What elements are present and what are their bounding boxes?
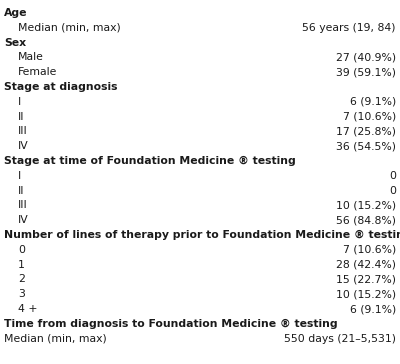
Text: 7 (10.6%): 7 (10.6%) [343,245,396,255]
Text: I: I [18,171,21,181]
Text: I: I [18,97,21,107]
Text: Stage at diagnosis: Stage at diagnosis [4,82,118,92]
Text: 56 years (19, 84): 56 years (19, 84) [302,23,396,33]
Text: Median (min, max): Median (min, max) [4,333,107,344]
Text: III: III [18,201,28,210]
Text: IV: IV [18,141,29,151]
Text: 1: 1 [18,260,25,270]
Text: IV: IV [18,215,29,225]
Text: 27 (40.9%): 27 (40.9%) [336,52,396,62]
Text: 6 (9.1%): 6 (9.1%) [350,304,396,314]
Text: 4 +: 4 + [18,304,38,314]
Text: 7 (10.6%): 7 (10.6%) [343,112,396,122]
Text: Number of lines of therapy prior to Foundation Medicine ® testing: Number of lines of therapy prior to Foun… [4,230,400,240]
Text: 17 (25.8%): 17 (25.8%) [336,126,396,136]
Text: 36 (54.5%): 36 (54.5%) [336,141,396,151]
Text: 0: 0 [389,186,396,195]
Text: 56 (84.8%): 56 (84.8%) [336,215,396,225]
Text: 2: 2 [18,274,25,284]
Text: 28 (42.4%): 28 (42.4%) [336,260,396,270]
Text: Stage at time of Foundation Medicine ® testing: Stage at time of Foundation Medicine ® t… [4,156,296,166]
Text: III: III [18,126,28,136]
Text: 6 (9.1%): 6 (9.1%) [350,97,396,107]
Text: II: II [18,186,24,195]
Text: Median (min, max): Median (min, max) [18,23,121,33]
Text: 39 (59.1%): 39 (59.1%) [336,67,396,77]
Text: Age: Age [4,8,28,18]
Text: Female: Female [18,67,57,77]
Text: 0: 0 [389,171,396,181]
Text: Male: Male [18,52,44,62]
Text: Time from diagnosis to Foundation Medicine ® testing: Time from diagnosis to Foundation Medici… [4,319,338,329]
Text: 550 days (21–5,531): 550 days (21–5,531) [284,333,396,344]
Text: 3: 3 [18,289,25,299]
Text: 15 (22.7%): 15 (22.7%) [336,274,396,284]
Text: II: II [18,112,24,122]
Text: 10 (15.2%): 10 (15.2%) [336,201,396,210]
Text: Sex: Sex [4,37,26,48]
Text: 0: 0 [18,245,25,255]
Text: 10 (15.2%): 10 (15.2%) [336,289,396,299]
